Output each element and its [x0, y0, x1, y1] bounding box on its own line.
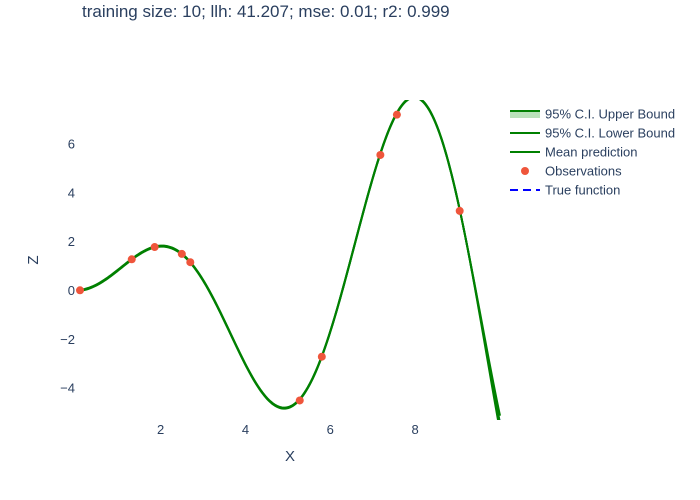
ci-lower-line — [80, 100, 500, 420]
legend-label: Observations — [545, 164, 622, 179]
x-tick-label: 4 — [242, 422, 249, 437]
legend-label: Mean prediction — [545, 145, 638, 160]
legend-label: True function — [545, 183, 620, 198]
y-tick-label: 6 — [68, 136, 75, 151]
observation-point — [295, 396, 304, 405]
plot-clip-group — [80, 100, 501, 420]
legend-item: Mean prediction — [510, 145, 638, 160]
ci-upper-line — [80, 100, 501, 416]
x-tick-label: 8 — [412, 422, 419, 437]
x-axis-label: X — [285, 448, 295, 465]
observation-point — [186, 258, 195, 267]
y-tick-label: 0 — [68, 283, 75, 298]
legend-item: True function — [510, 183, 620, 198]
plot-area — [76, 100, 501, 420]
observation-point — [317, 352, 326, 361]
observation-point — [76, 286, 84, 295]
observation-point — [150, 243, 159, 252]
y-tick-label: 2 — [68, 234, 75, 249]
y-tick-label: 4 — [68, 185, 75, 200]
chart-title: training size: 10; llh: 41.207; mse: 0.0… — [82, 2, 450, 21]
legend-band-swatch — [510, 111, 540, 118]
observation-point — [455, 206, 464, 215]
true-function-line — [80, 100, 501, 420]
legend: 95% C.I. Upper Bound 95% C.I. Lower Bound… — [510, 107, 675, 198]
legend-label: 95% C.I. Lower Bound — [545, 126, 675, 141]
legend-marker-swatch — [521, 167, 529, 175]
x-tick-label: 6 — [327, 422, 334, 437]
observation-point — [392, 110, 401, 119]
axes: 2 4 6 8 −4 −2 0 2 4 6 X Z — [25, 136, 419, 465]
legend-item: 95% C.I. Upper Bound — [510, 107, 675, 122]
legend-label: 95% C.I. Upper Bound — [545, 107, 675, 122]
observation-point — [127, 255, 136, 264]
legend-item: Observations — [521, 164, 622, 179]
observation-point — [376, 150, 385, 159]
observation-point — [177, 249, 186, 258]
x-tick-label: 2 — [157, 422, 164, 437]
legend-item: 95% C.I. Lower Bound — [510, 126, 675, 141]
mean-prediction-line — [80, 100, 501, 420]
ci-band — [80, 100, 500, 420]
y-axis-label: Z — [25, 255, 42, 264]
y-tick-label: −2 — [60, 332, 75, 347]
y-tick-label: −4 — [60, 381, 75, 396]
